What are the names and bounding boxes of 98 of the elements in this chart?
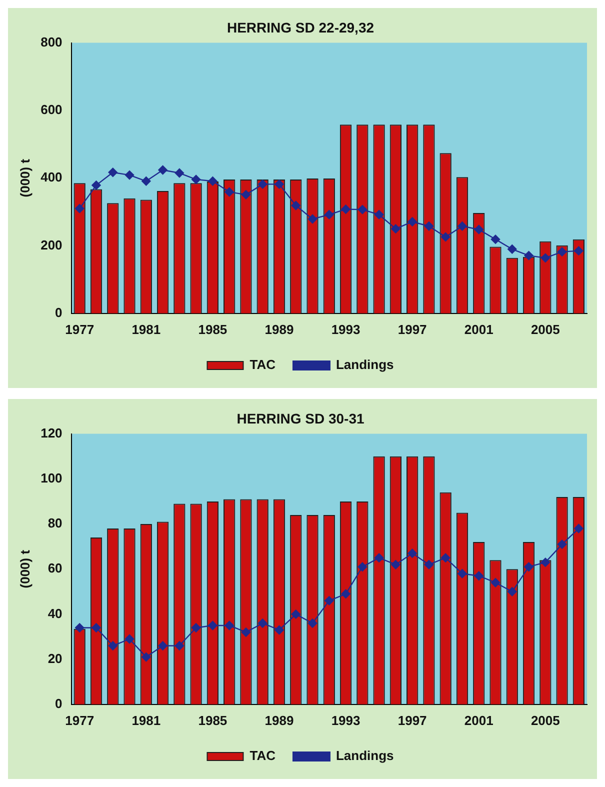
x-tick-label: 2001 — [464, 322, 494, 337]
x-tick-label: 1985 — [198, 712, 228, 728]
legend-label: Landings — [336, 748, 394, 764]
y-tick-label: 40 — [48, 606, 62, 621]
point — [524, 562, 534, 572]
point — [524, 250, 534, 260]
point — [557, 247, 567, 256]
legend-label: TAC — [250, 748, 276, 764]
point — [424, 222, 434, 231]
point — [324, 596, 334, 606]
x-tick-label: 1977 — [65, 712, 94, 728]
point — [374, 553, 384, 562]
y-tick-label: 100 — [40, 470, 62, 486]
point — [191, 623, 201, 632]
point — [574, 246, 584, 256]
x-tick-label: 1985 — [198, 322, 228, 337]
point — [241, 190, 251, 200]
point — [408, 217, 417, 226]
point — [440, 232, 450, 242]
x-tick-label: 2001 — [464, 712, 494, 728]
point — [241, 628, 251, 637]
point — [291, 610, 300, 619]
point — [75, 204, 84, 214]
point — [440, 553, 450, 562]
point — [308, 214, 318, 224]
x-tick-label: 1981 — [132, 322, 161, 337]
point — [490, 234, 500, 244]
y-tick-label: 600 — [40, 102, 62, 118]
point — [458, 569, 467, 578]
chart-title: HERRING SD 22-29,32 — [226, 19, 374, 36]
x-tick-label: 1989 — [264, 322, 294, 337]
point — [574, 524, 584, 534]
y-axis-title: (000) t — [17, 549, 32, 588]
point — [508, 244, 517, 254]
point — [408, 548, 417, 558]
point — [474, 224, 484, 234]
point — [108, 641, 118, 650]
point — [258, 618, 268, 628]
point — [92, 623, 101, 632]
point — [124, 634, 134, 644]
x-tick-label: 1989 — [264, 712, 294, 728]
x-tick-label: 1993 — [331, 322, 360, 337]
point — [391, 224, 400, 234]
point — [540, 253, 550, 263]
legend-label: Landings — [336, 357, 394, 372]
point — [224, 187, 234, 197]
x-tick-label: 1993 — [331, 712, 360, 728]
point — [258, 180, 268, 189]
y-tick-label: 60 — [48, 560, 62, 576]
y-tick-label: 200 — [40, 237, 62, 252]
point — [174, 168, 184, 178]
y-tick-label: 0 — [55, 696, 62, 711]
point — [92, 180, 101, 190]
x-tick-label: 2005 — [530, 712, 560, 728]
x-tick-label: 1997 — [398, 712, 427, 728]
y-axis-title: (000) t — [17, 158, 32, 198]
chart-title: HERRING SD 30-31 — [236, 410, 365, 426]
point — [341, 204, 350, 214]
point — [124, 170, 134, 180]
x-tick-label: 1977 — [65, 322, 94, 337]
point — [490, 578, 500, 588]
x-tick-label: 2005 — [530, 322, 560, 337]
y-tick-label: 120 — [40, 425, 62, 440]
point — [108, 168, 118, 177]
point — [174, 641, 184, 650]
point — [191, 174, 201, 184]
y-tick-label: 800 — [40, 34, 62, 50]
x-tick-label: 1981 — [132, 712, 161, 728]
point — [324, 210, 334, 220]
x-tick-label: 1997 — [398, 322, 427, 337]
point — [142, 176, 151, 186]
point — [508, 587, 517, 596]
point — [75, 623, 84, 632]
y-tick-label: 0 — [55, 304, 62, 320]
point — [341, 589, 350, 599]
y-tick-label: 20 — [48, 650, 62, 666]
point — [374, 210, 384, 220]
y-tick-label: 400 — [40, 170, 62, 185]
legend-label: TAC — [250, 357, 276, 372]
point — [540, 558, 550, 567]
point — [391, 560, 400, 570]
point — [557, 540, 567, 549]
point — [424, 560, 434, 570]
y-tick-label: 80 — [48, 516, 62, 531]
point — [208, 176, 218, 186]
point — [274, 180, 284, 189]
point — [358, 204, 368, 214]
point — [142, 652, 151, 662]
point — [208, 620, 218, 630]
point — [308, 618, 318, 628]
point — [224, 620, 234, 630]
point — [274, 625, 284, 635]
point — [291, 200, 300, 210]
point — [158, 641, 168, 650]
point — [458, 222, 467, 231]
point — [474, 571, 484, 580]
point — [158, 165, 168, 175]
point — [358, 562, 368, 572]
